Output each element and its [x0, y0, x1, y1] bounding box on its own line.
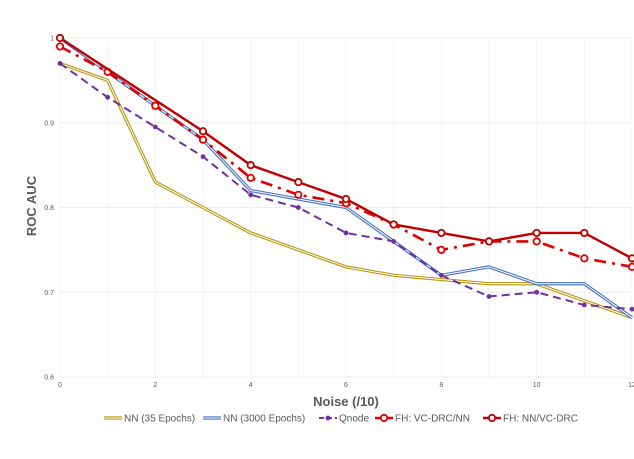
data-point — [246, 161, 255, 170]
data-point — [534, 289, 540, 295]
data-point — [580, 228, 589, 238]
data-point — [55, 33, 65, 43]
legend-label: FH: NN/VC-DRC — [503, 414, 578, 425]
x-tick-label: 8 — [439, 382, 443, 389]
legend-item: FH: NN/VC-DRC — [483, 414, 578, 425]
data-point — [294, 190, 303, 199]
data-point — [198, 127, 208, 136]
data-point — [248, 192, 254, 198]
data-point — [627, 262, 634, 271]
data-point — [391, 239, 397, 244]
data-point — [484, 237, 494, 246]
data-point — [438, 272, 444, 278]
legend-item: NN (35 Epochs) — [104, 414, 195, 425]
data-point — [55, 42, 65, 51]
data-point — [486, 294, 492, 299]
data-point — [151, 101, 160, 110]
x-tick-label: 6 — [344, 382, 348, 389]
gridlines — [59, 37, 633, 378]
x-tick-label: 4 — [249, 382, 253, 389]
series-3 — [57, 61, 634, 312]
data-point — [246, 173, 255, 182]
data-point — [627, 254, 634, 263]
x-tick-label: 2 — [153, 382, 157, 389]
data-point — [294, 177, 303, 187]
data-point — [532, 228, 541, 238]
legend-label: FH: VC-DRC/NN — [395, 414, 470, 425]
y-tick-labels: 0.6 0.7 0.8 0.9 1 — [44, 36, 54, 382]
data-point — [581, 302, 587, 308]
data-point — [437, 228, 446, 238]
legend-item: FH: VC-DRC/NN — [375, 414, 470, 425]
data-point — [198, 135, 208, 144]
y-tick-label: 0.9 — [44, 120, 54, 127]
legend-label: Qnode — [339, 414, 369, 425]
legend-label: NN (35 Epochs) — [124, 414, 195, 425]
x-tick-label: 10 — [533, 382, 541, 389]
x-tick-labels: 0 2 4 6 8 10 12 — [58, 382, 634, 389]
legend-item: Qnode — [319, 414, 369, 425]
x-tick-label: 0 — [58, 382, 62, 389]
data-point — [437, 245, 446, 254]
y-tick-label: 0.6 — [44, 375, 54, 382]
data-point — [57, 61, 63, 66]
legend: NN (35 Epochs) NN (3000 Epochs) Qnode FH: V… — [104, 414, 578, 425]
data-point — [629, 306, 634, 312]
data-point — [389, 220, 398, 229]
x-axis-title: Noise (/10) — [313, 394, 379, 409]
legend-marker — [325, 415, 331, 421]
legend-item: NN (3000 Epochs) — [203, 414, 305, 425]
legend-label: NN (3000 Epochs) — [223, 414, 305, 425]
series-5 — [55, 33, 634, 263]
data-point — [105, 94, 111, 100]
data-point — [200, 154, 206, 160]
data-point — [295, 205, 301, 210]
data-point — [152, 124, 158, 130]
data-point — [532, 237, 541, 246]
y-tick-label: 0.8 — [44, 205, 54, 212]
series-group — [55, 33, 634, 320]
legend-marker — [379, 413, 389, 423]
y-tick-label: 0.7 — [44, 290, 54, 297]
y-tick-label: 1 — [50, 36, 54, 43]
data-point — [580, 254, 589, 263]
y-axis-title: ROC AUC — [24, 175, 39, 236]
data-point — [341, 194, 351, 204]
data-point — [343, 230, 349, 236]
x-tick-label: 12 — [628, 382, 634, 389]
legend-marker — [487, 413, 497, 423]
